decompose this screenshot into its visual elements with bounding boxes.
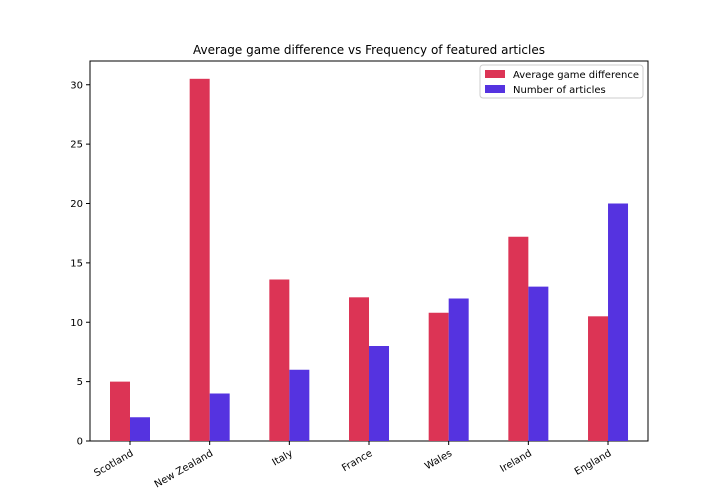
y-tick-label: 5 [77, 377, 83, 388]
y-tick-label: 15 [70, 258, 83, 269]
chart-title: Average game difference vs Frequency of … [193, 43, 545, 57]
bars-layer [110, 78, 629, 441]
y-tick-label: 0 [77, 437, 83, 448]
bar-number-of-articles-england [608, 203, 629, 441]
legend-label: Number of articles [513, 85, 606, 96]
x-tick-label: New Zealand [153, 448, 215, 490]
bar-number-of-articles-scotland [130, 417, 150, 441]
x-tick-label: Ireland [498, 448, 533, 475]
bar-number-of-articles-italy [289, 369, 310, 441]
y-tick-label: 30 [70, 80, 83, 91]
bar-number-of-articles-france [369, 346, 390, 441]
bar-avg-game-difference-france [349, 297, 370, 441]
legend-swatch [485, 70, 505, 78]
legend-label: Average game difference [513, 70, 639, 81]
y-tick-label: 25 [70, 140, 83, 151]
bar-number-of-articles-wales [448, 298, 469, 441]
y-tick-label: 10 [70, 318, 83, 329]
x-tick-label: Wales [423, 448, 454, 472]
bar-avg-game-difference-scotland [110, 381, 130, 441]
bar-avg-game-difference-england [588, 316, 609, 441]
x-axis: Scotland New Zealand Italy France Wales Irela… [92, 441, 614, 490]
legend-swatch [485, 85, 505, 93]
bar-avg-game-difference-wales [428, 312, 449, 441]
bar-number-of-articles-new-zealand [209, 393, 230, 441]
bar-avg-game-difference-italy [269, 279, 290, 441]
y-axis: 0 5 10 15 20 25 30 [70, 80, 90, 448]
bar-avg-game-difference-ireland [508, 236, 529, 441]
bar-avg-game-difference-new-zealand [189, 78, 210, 441]
x-tick-label: France [340, 448, 374, 474]
bar-number-of-articles-ireland [528, 286, 549, 441]
x-tick-label: England [573, 448, 614, 478]
y-tick-label: 20 [70, 199, 83, 210]
x-tick-label: Italy [271, 448, 295, 468]
legend: Average game difference Number of article… [479, 64, 644, 99]
legend-box [479, 64, 644, 99]
x-tick-label: Scotland [92, 448, 135, 479]
